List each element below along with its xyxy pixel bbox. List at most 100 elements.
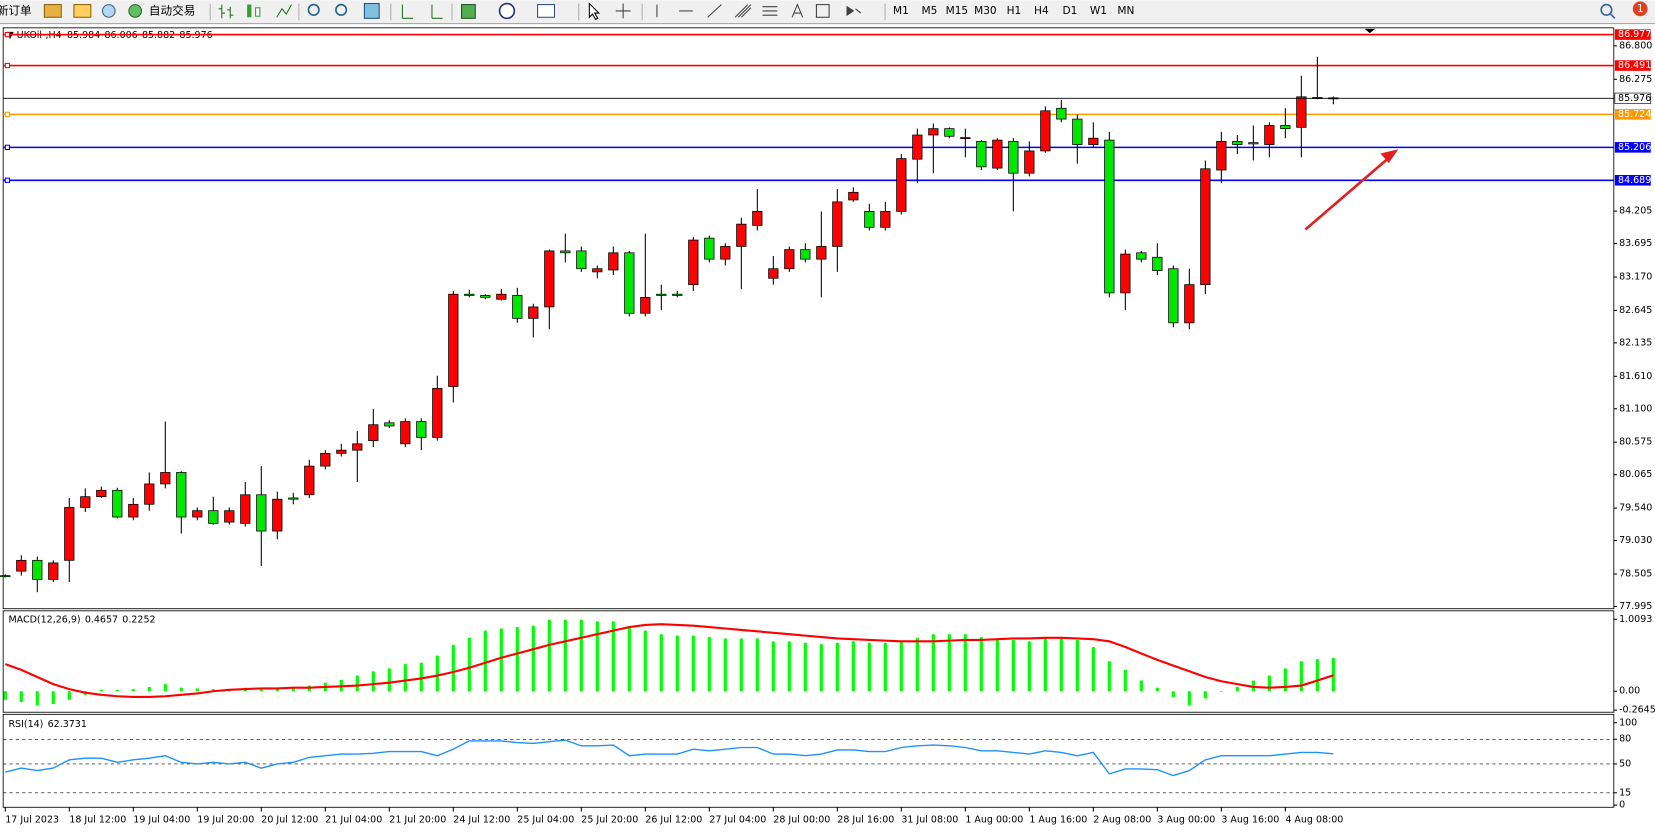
candle-body [384, 422, 395, 427]
y-tick-label: 77.995 [1619, 601, 1652, 612]
templates-icon[interactable] [537, 4, 556, 18]
macd-bar [467, 637, 471, 692]
toolbar-icon[interactable] [101, 4, 116, 18]
y-tick-label: 84.205 [1619, 206, 1652, 217]
x-tick-label: 31 Jul 08:00 [901, 814, 958, 825]
bar-chart-icon[interactable] [218, 4, 234, 19]
macd-bar [1011, 639, 1015, 692]
candle-chart-icon[interactable] [247, 4, 252, 18]
macd-bar [755, 638, 759, 692]
channel-icon[interactable] [734, 4, 752, 18]
macd-bar [739, 638, 743, 692]
y-tick-label: 1.0093 [1619, 614, 1652, 625]
x-tick-label: 17 Jul 2023 [5, 814, 59, 825]
macd-bar [611, 621, 615, 692]
macd-bar [51, 691, 55, 705]
candle-body [960, 137, 971, 139]
candle-body [1184, 284, 1195, 324]
candle-body [160, 472, 171, 485]
timeframe-button[interactable]: W1 [1090, 5, 1107, 17]
macd-bar [803, 642, 807, 692]
crosshair-icon[interactable] [615, 3, 631, 19]
macd-bar [659, 634, 663, 692]
indicators-icon[interactable] [461, 4, 476, 19]
periods-icon[interactable] [498, 2, 516, 20]
candle-body [800, 249, 811, 260]
candle-body [544, 250, 555, 308]
y-tick-label: 80.575 [1619, 437, 1652, 448]
candle-body [1280, 125, 1291, 130]
candle-body [736, 223, 747, 247]
timeframe-button[interactable]: H1 [1007, 5, 1022, 17]
candle-body [1008, 141, 1019, 174]
autoscroll-icon[interactable] [401, 4, 413, 19]
cursor-icon[interactable] [588, 2, 601, 21]
candle-body [896, 158, 907, 212]
shapes-icon[interactable] [846, 5, 862, 17]
chart-shift-icon[interactable] [431, 4, 443, 19]
level-handle [4, 111, 11, 118]
zoom-in-icon[interactable] [307, 3, 320, 16]
zoom-out-icon[interactable] [335, 3, 348, 16]
toolbar-icon[interactable] [43, 4, 62, 18]
x-tick-label: 3 Aug 16:00 [1221, 814, 1279, 825]
y-tick-label: 83.170 [1619, 271, 1652, 282]
timeframe-button[interactable]: M5 [922, 5, 938, 17]
candle-body [992, 139, 1003, 169]
macd-bar [131, 689, 135, 692]
timeframe-button[interactable]: D1 [1062, 5, 1077, 17]
macd-bar [179, 687, 183, 692]
macd-bar [531, 625, 535, 692]
notification-badge[interactable] [1632, 1, 1648, 17]
x-tick-label: 2 Aug 08:00 [1093, 814, 1151, 825]
toolbar-icon[interactable] [73, 4, 92, 18]
candle-body [640, 296, 651, 314]
candle-body [32, 559, 43, 580]
line-chart-icon[interactable] [276, 4, 292, 18]
x-tick-label: 21 Jul 20:00 [389, 814, 446, 825]
macd-bar [259, 689, 263, 692]
candle-body [688, 239, 699, 286]
macd-bar [387, 668, 391, 692]
macd-bar [419, 662, 423, 692]
timeframe-button[interactable]: MN [1117, 5, 1134, 17]
candle-body [1200, 168, 1211, 286]
macd-bar [99, 689, 103, 692]
y-tick-label: -0.2645 [1619, 705, 1655, 716]
candle-body [336, 449, 347, 454]
macd-bar [595, 621, 599, 692]
y-tick-label: 82.135 [1619, 337, 1652, 348]
candle-body [352, 443, 363, 451]
text-icon[interactable] [791, 3, 804, 18]
new-order-button[interactable]: 新订单 [0, 3, 32, 17]
macd-bar [931, 634, 935, 692]
search-icon[interactable] [1600, 3, 1613, 16]
search-icon[interactable] [1610, 13, 1616, 19]
rsi-line [5, 739, 1334, 777]
trendline-icon[interactable] [707, 4, 722, 18]
macd-bar [835, 642, 839, 692]
candle-body [368, 424, 379, 441]
tile-icon[interactable] [363, 3, 380, 19]
x-tick-label: 20 Jul 12:00 [261, 814, 318, 825]
auto-trading-button[interactable]: 自动交易 [149, 3, 195, 17]
auto-trading-icon[interactable] [128, 4, 143, 18]
toolbar-bg [0, 0, 1655, 24]
macd-bar [371, 671, 375, 692]
candle-body [128, 503, 139, 518]
macd-bar [819, 644, 823, 692]
candle-body [784, 249, 795, 270]
fibo-icon[interactable] [762, 6, 778, 16]
timeframe-button[interactable]: M15 [946, 5, 969, 17]
macd-bar [291, 687, 295, 692]
timeframe-button[interactable]: M1 [893, 5, 909, 17]
timeframe-button[interactable]: M30 [974, 5, 997, 17]
macd-bar [707, 637, 711, 692]
rsi-title: RSI(14) [8, 718, 43, 729]
candle-body [1264, 125, 1275, 145]
timeframe-button[interactable]: H4 [1034, 5, 1049, 17]
label-icon[interactable] [815, 4, 830, 18]
x-tick-label: 19 Jul 04:00 [133, 814, 190, 825]
candle-chart-icon[interactable] [255, 7, 261, 17]
x-tick-label: 21 Jul 04:00 [325, 814, 382, 825]
